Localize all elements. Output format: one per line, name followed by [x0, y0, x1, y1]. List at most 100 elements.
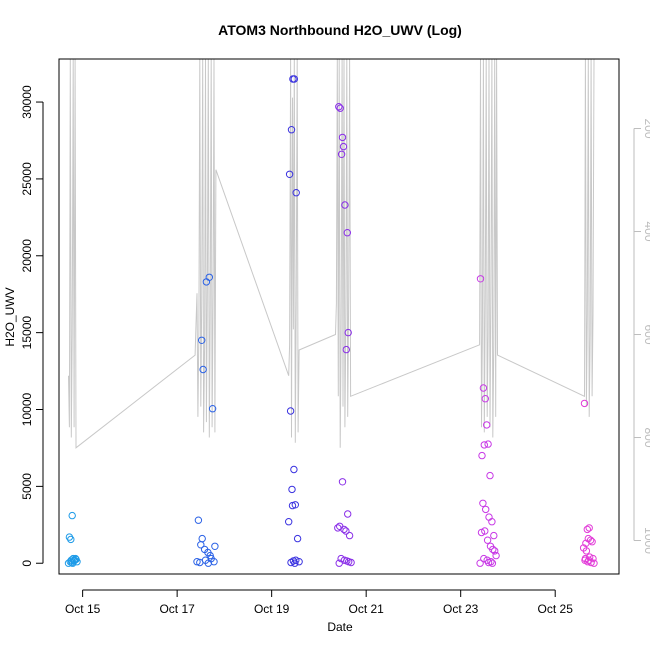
data-point — [491, 547, 499, 555]
data-point — [290, 465, 298, 474]
data-point — [485, 513, 493, 521]
data-point — [488, 559, 497, 567]
data-point — [345, 531, 354, 540]
x-tick-label: Oct 19 — [254, 602, 290, 616]
data-point — [340, 525, 348, 534]
data-point — [489, 545, 497, 554]
data-point — [483, 421, 491, 429]
data-point — [288, 485, 296, 494]
data-point — [194, 516, 203, 524]
data-point — [583, 525, 591, 534]
data-point — [291, 559, 299, 567]
data-point — [342, 527, 350, 535]
y-tick-label: 15000 — [20, 316, 34, 350]
y2-tick-label: 400 — [642, 222, 650, 242]
x-tick-label: Oct 25 — [538, 602, 574, 616]
data-point — [484, 440, 492, 448]
data-point — [342, 345, 350, 354]
pressure-line — [68, 59, 595, 449]
data-point — [208, 405, 217, 413]
data-point — [479, 499, 487, 507]
data-point — [335, 103, 343, 111]
y-axis-label: H2O_UWV — [3, 287, 17, 346]
data-point — [482, 505, 490, 514]
data-point — [67, 535, 75, 544]
data-point — [488, 518, 496, 526]
data-point — [286, 407, 295, 415]
y-tick-label: 5000 — [20, 473, 34, 500]
y-tick-label: 10000 — [20, 392, 34, 426]
data-point — [337, 150, 346, 159]
data-point — [587, 558, 595, 567]
data-point — [336, 104, 344, 112]
x-tick-label: Oct 21 — [348, 602, 384, 616]
data-point — [336, 522, 344, 530]
data-point — [347, 558, 355, 567]
data-point — [480, 441, 488, 449]
y2-tick-label: 600 — [642, 325, 650, 345]
data-point — [198, 534, 206, 543]
data-point — [580, 399, 589, 408]
data-point — [481, 395, 489, 403]
data-point — [481, 527, 489, 535]
y2-tick-label: 200 — [642, 119, 650, 139]
y2-tick-label: 800 — [642, 428, 650, 448]
data-point — [338, 478, 347, 486]
y-tick-label: 25000 — [20, 162, 34, 196]
data-point — [343, 229, 351, 237]
data-point — [585, 524, 593, 532]
data-point — [204, 559, 213, 567]
data-point — [287, 126, 296, 134]
data-point — [339, 142, 348, 151]
y2-tick-label: 1000 — [642, 527, 650, 554]
data-point — [67, 556, 76, 564]
data-point — [478, 451, 486, 460]
x-axis: Oct 15 Oct 17 Oct 19 Oct 21 Oct 23 Oct 25 — [65, 589, 574, 616]
data-point — [477, 528, 486, 537]
pressure-line-layer — [68, 59, 595, 449]
data-point — [285, 518, 293, 526]
data-point — [581, 554, 590, 563]
data-point — [68, 511, 76, 520]
data-point — [341, 201, 349, 209]
data-point — [206, 551, 214, 560]
data-point — [295, 558, 303, 566]
data-point — [479, 384, 488, 392]
x-tick-label: Oct 15 — [65, 602, 101, 616]
x-axis-label: Date — [327, 620, 353, 634]
data-point — [293, 534, 302, 543]
plot-frame — [58, 58, 620, 575]
data-point — [490, 531, 498, 540]
y-tick-label: 30000 — [20, 85, 34, 119]
data-point — [292, 189, 300, 197]
x-tick-label: Oct 17 — [159, 602, 195, 616]
data-point — [483, 536, 492, 544]
data-point — [480, 554, 488, 563]
data-point — [476, 559, 484, 567]
data-point — [582, 547, 591, 555]
data-point — [288, 501, 297, 510]
data-point — [338, 133, 347, 142]
data-point — [211, 542, 219, 550]
data-point — [198, 336, 206, 344]
data-point — [290, 75, 298, 83]
data-point — [344, 510, 352, 518]
data-point — [492, 551, 500, 560]
data-point — [585, 556, 593, 564]
y-axis-right: 200 400 600 800 1000 — [633, 119, 650, 554]
y-tick-label: 0 — [20, 560, 34, 567]
data-point — [344, 328, 352, 337]
scatter-points-layer — [64, 75, 598, 567]
data-point — [285, 170, 294, 179]
data-point — [588, 538, 596, 546]
y-tick-label: 20000 — [20, 239, 34, 273]
data-point — [484, 558, 493, 567]
data-point — [199, 365, 207, 374]
data-point — [205, 273, 214, 281]
data-point — [476, 275, 485, 283]
x-tick-label: Oct 23 — [443, 602, 479, 616]
data-point — [486, 471, 494, 480]
y-axis-left: 0 5000 10000 15000 20000 25000 30000 — [20, 85, 44, 567]
chart-title: ATOM3 Northbound H2O_UWV (Log) — [218, 22, 462, 38]
